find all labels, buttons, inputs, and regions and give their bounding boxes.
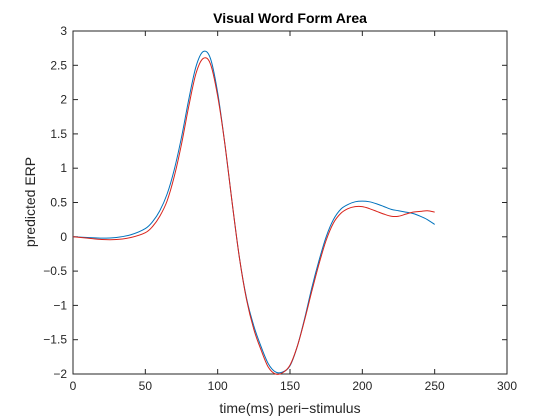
- axis-ticks: 0 50 100 150 200 250 300 −2 −1.5 −1 −0.5 0 0.5 1 1.5 2 2…: [43, 24, 517, 393]
- y-tick-label: 2.5: [50, 58, 67, 72]
- x-tick-label: 150: [280, 379, 300, 393]
- y-tick-label: 0.5: [50, 196, 67, 210]
- series-line-2: [72, 57, 435, 375]
- x-tick-label: 0: [70, 379, 77, 393]
- plot-area-frame: [72, 30, 508, 375]
- y-tick-label: 1.5: [50, 127, 67, 141]
- series-layer: [72, 50, 435, 375]
- series-line-1: [72, 50, 435, 374]
- y-tick-label: −0.5: [43, 264, 67, 278]
- x-tick-label: 100: [208, 379, 228, 393]
- x-tick-label: 200: [352, 379, 372, 393]
- y-tick-label: 1: [60, 161, 67, 175]
- x-axis-title: time(ms) peri−stimulus: [219, 400, 360, 416]
- y-tick-label: −2: [53, 367, 67, 381]
- y-tick-label: −1.5: [43, 333, 67, 347]
- y-tick-label: 0: [60, 230, 67, 244]
- x-tick-label: 50: [139, 379, 153, 393]
- x-tick-label: 300: [497, 379, 517, 393]
- y-tick-label: 3: [60, 24, 67, 38]
- y-tick-label: −1: [53, 298, 67, 312]
- y-tick-label: 2: [60, 93, 67, 107]
- chart-title: Visual Word Form Area: [213, 10, 367, 26]
- y-axis-title: predicted ERP: [22, 157, 38, 247]
- x-tick-label: 250: [425, 379, 445, 393]
